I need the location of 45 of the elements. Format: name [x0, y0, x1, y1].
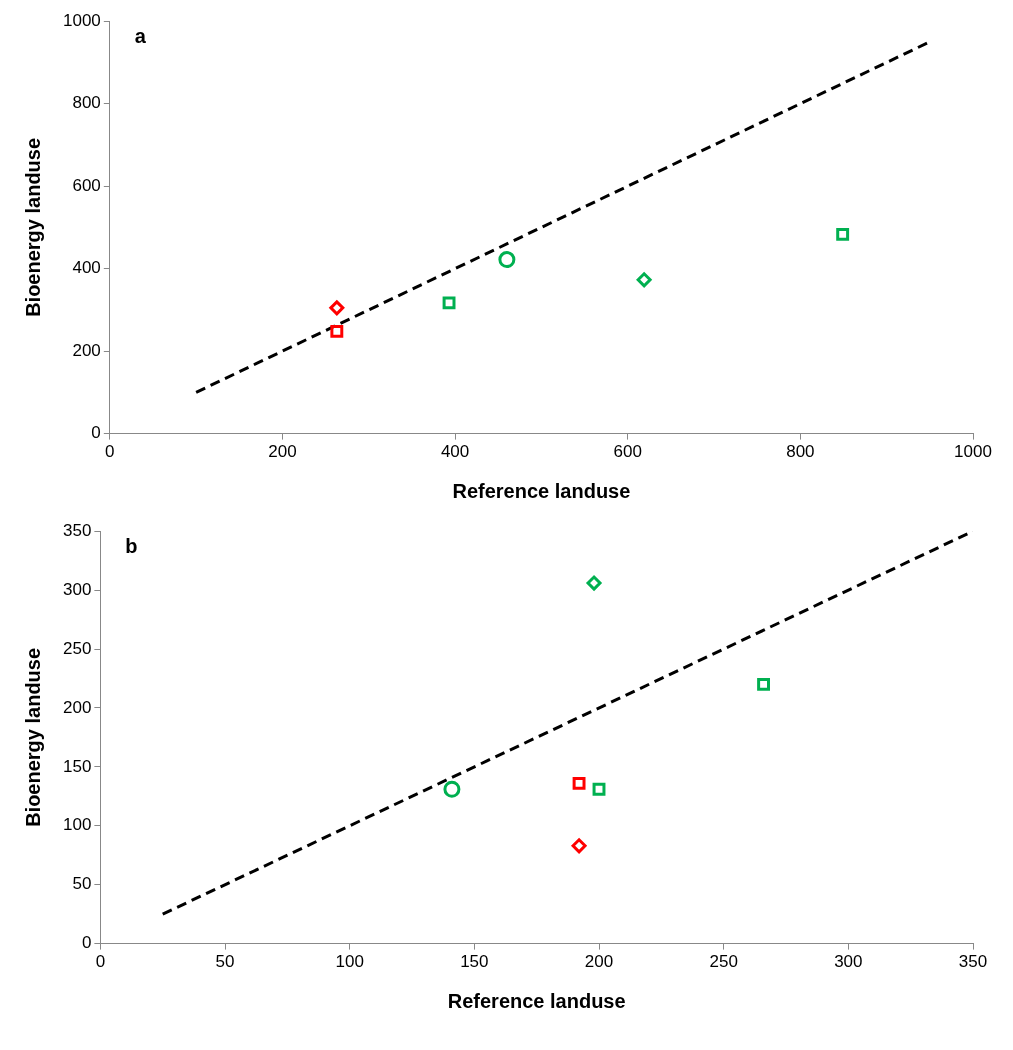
x-axis-title: Reference landuse	[452, 479, 631, 502]
point	[330, 324, 344, 338]
annotation: a	[134, 24, 147, 47]
point	[636, 272, 652, 288]
y-tick-label: 400	[72, 258, 101, 278]
x-tick-label: 0	[105, 442, 115, 462]
y-tick-label: 250	[62, 638, 92, 658]
y-tick-label: 100	[62, 815, 92, 835]
x-tick-label: 250	[709, 952, 738, 972]
point	[329, 300, 345, 316]
y-tick-label: 600	[72, 175, 101, 195]
x-tick-label: 800	[786, 442, 815, 462]
y-tick-label: 0	[91, 423, 101, 443]
x-tick-label: 50	[215, 952, 235, 972]
x-tick-label: 1000	[954, 442, 992, 462]
x-tick-label: 400	[440, 442, 470, 462]
x-tick-label: 600	[613, 442, 642, 462]
x-axis-title: Reference landuse	[447, 989, 626, 1012]
y-axis-title: Bioenergy landuse	[21, 137, 44, 317]
y-tick-label: 300	[62, 579, 92, 599]
y-tick-label: 50	[72, 874, 92, 894]
x-tick-label: 350	[958, 952, 988, 972]
x-tick-label: 200	[268, 442, 297, 462]
point	[586, 575, 602, 591]
x-tick-label: 100	[335, 952, 364, 972]
y-tick-label: 0	[81, 933, 92, 953]
point	[442, 296, 456, 310]
point	[592, 782, 606, 796]
x-tick-label: 300	[834, 952, 863, 972]
y-tick-label: 150	[62, 756, 92, 776]
y-tick-label: 350	[62, 520, 92, 540]
x-tick-label: 200	[584, 952, 614, 972]
point	[443, 780, 461, 798]
point	[836, 227, 850, 241]
point	[757, 677, 771, 691]
point	[572, 776, 586, 790]
point	[571, 838, 587, 854]
point	[498, 251, 516, 269]
y-tick-label: 800	[72, 93, 101, 113]
annotation: b	[125, 534, 138, 557]
y-tick-label: 1000	[62, 10, 101, 30]
y-axis-title: Bioenergy landuse	[21, 647, 44, 827]
x-tick-label: 150	[460, 952, 489, 972]
y-tick-label: 200	[72, 340, 101, 360]
y-tick-label: 200	[62, 697, 92, 717]
